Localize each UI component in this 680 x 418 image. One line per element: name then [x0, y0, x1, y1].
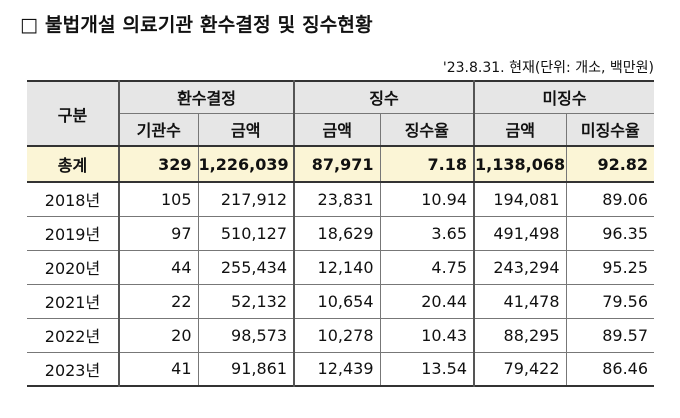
cell-institution-count: 41: [118, 351, 199, 387]
cell-decided-amount: 217,912: [197, 181, 295, 217]
header-mijingsu: 미징수: [473, 80, 655, 114]
cell-collection-rate: 10.43: [379, 317, 475, 353]
subheader-amount: 금액: [197, 112, 295, 147]
cell-decided-amount: 52,132: [197, 283, 295, 319]
table-row: 2020년 44 255,434 12,140 4.75 243,294 95.25: [27, 249, 655, 285]
table-row: 2018년 105 217,912 23,831 10.94 194,081 89.06: [27, 181, 655, 217]
cell-collection-rate: 20.44: [379, 283, 475, 319]
cell-uncollected-rate: 86.46: [565, 351, 655, 387]
cell-collected-amount: 12,140: [293, 249, 381, 285]
subheader-collection-rate: 징수율: [379, 112, 475, 147]
header-gubun: 구분: [27, 80, 120, 147]
cell-decided-amount: 510,127: [197, 215, 295, 251]
document-title: □ 불법개설 의료기관 환수결정 및 징수현황: [20, 14, 373, 36]
cell-uncollected-rate: 89.57: [565, 317, 655, 353]
cell-collected-amount: 10,278: [293, 317, 381, 353]
subheader-amount: 금액: [473, 112, 567, 147]
cell-uncollected-amount: 491,498: [473, 215, 567, 251]
cell-uncollected-amount: 41,478: [473, 283, 567, 319]
row-label: 2023년: [27, 351, 120, 387]
cell-collected-amount: 10,654: [293, 283, 381, 319]
cell-institution-count: 105: [118, 181, 199, 217]
cell-institution-count: 22: [118, 283, 199, 319]
subheader-uncollected-rate: 미징수율: [565, 112, 655, 147]
cell-uncollected-rate: 89.06: [565, 181, 655, 217]
cell-collected-amount: 87,971: [293, 145, 381, 183]
row-label: 2018년: [27, 181, 120, 217]
cell-decided-amount: 91,861: [197, 351, 295, 387]
cell-uncollected-amount: 88,295: [473, 317, 567, 353]
row-label: 2021년: [27, 283, 120, 319]
cell-collected-amount: 12,439: [293, 351, 381, 387]
subheader-amount: 금액: [293, 112, 381, 147]
row-label: 총계: [27, 145, 120, 183]
table-row: 2023년 41 91,861 12,439 13.54 79,422 86.46: [27, 351, 655, 387]
table-row: 2019년 97 510,127 18,629 3.65 491,498 96.35: [27, 215, 655, 251]
cell-uncollected-rate: 95.25: [565, 249, 655, 285]
cell-decided-amount: 255,434: [197, 249, 295, 285]
cell-decided-amount: 98,573: [197, 317, 295, 353]
table-row: 2021년 22 52,132 10,654 20.44 41,478 79.56: [27, 283, 655, 319]
cell-uncollected-amount: 194,081: [473, 181, 567, 217]
cell-collected-amount: 18,629: [293, 215, 381, 251]
row-label: 2022년: [27, 317, 120, 353]
cell-uncollected-amount: 1,138,068: [473, 145, 567, 183]
recovery-table: 구분 환수결정 징수 미징수 기관수 금액 금액 징수율 금액 미징수율 총계 3…: [27, 80, 655, 387]
row-label: 2019년: [27, 215, 120, 251]
unit-note: '23.8.31. 현재(단위: 개소, 백만원): [442, 60, 654, 76]
cell-collection-rate: 4.75: [379, 249, 475, 285]
cell-collection-rate: 7.18: [379, 145, 475, 183]
cell-uncollected-rate: 96.35: [565, 215, 655, 251]
cell-institution-count: 44: [118, 249, 199, 285]
row-label: 2020년: [27, 249, 120, 285]
cell-institution-count: 20: [118, 317, 199, 353]
cell-uncollected-amount: 243,294: [473, 249, 567, 285]
cell-uncollected-amount: 79,422: [473, 351, 567, 387]
subheader-institution-count: 기관수: [118, 112, 199, 147]
cell-institution-count: 97: [118, 215, 199, 251]
table-row: 2022년 20 98,573 10,278 10.43 88,295 89.57: [27, 317, 655, 353]
cell-uncollected-rate: 79.56: [565, 283, 655, 319]
header-jingsu: 징수: [293, 80, 475, 114]
cell-collection-rate: 10.94: [379, 181, 475, 217]
cell-collection-rate: 13.54: [379, 351, 475, 387]
total-row: 총계 329 1,226,039 87,971 7.18 1,138,068 92.82: [27, 145, 655, 183]
cell-decided-amount: 1,226,039: [197, 145, 295, 183]
cell-collected-amount: 23,831: [293, 181, 381, 217]
header-row-2: 기관수 금액 금액 징수율 금액 미징수율: [27, 112, 655, 147]
header-row-1: 구분 환수결정 징수 미징수: [27, 80, 655, 147]
header-hwansu: 환수결정: [117, 80, 295, 114]
cell-institution-count: 329: [118, 145, 199, 183]
cell-collection-rate: 3.65: [379, 215, 475, 251]
cell-uncollected-rate: 92.82: [565, 145, 655, 183]
